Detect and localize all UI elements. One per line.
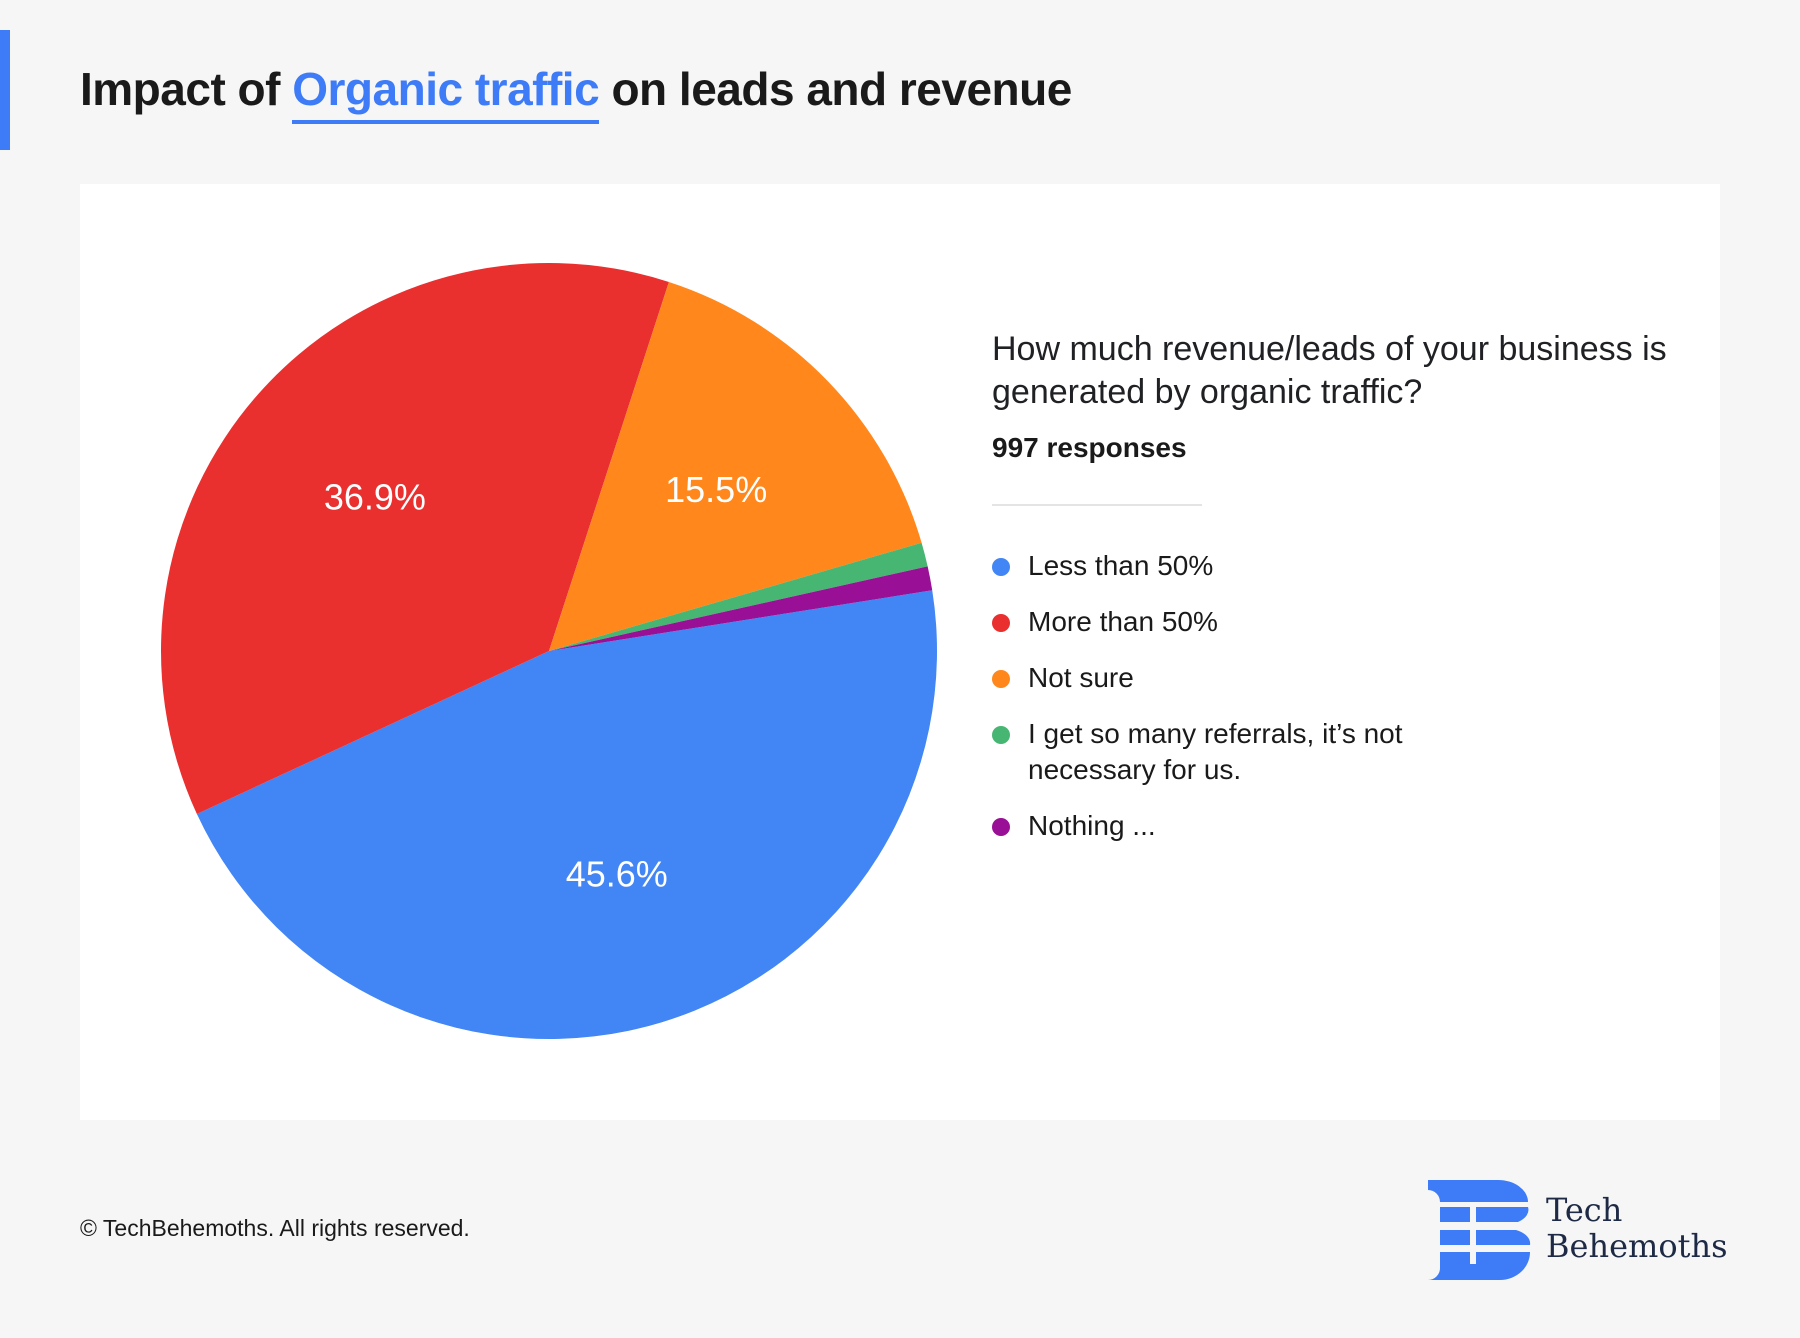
logo-line1: Tech	[1546, 1191, 1623, 1229]
legend-label: More than 50%	[1028, 606, 1218, 637]
chart-question: How much revenue/leads of your business …	[992, 330, 1667, 411]
title-highlight: Organic traffic	[292, 62, 600, 124]
pie-slice	[196, 590, 937, 1039]
legend-item: Less than 50%	[992, 548, 1512, 584]
legend-label: Less than 50%	[1028, 550, 1214, 581]
chart-card: 45.6% 36.9% 15.5% How much revenue/leads o…	[80, 184, 1720, 1120]
pie-slice	[549, 281, 922, 651]
techbehemoths-logo-icon	[1428, 1180, 1531, 1280]
legend-label: I get so many referrals, it’s not necess…	[1028, 718, 1403, 785]
legend-dot-icon	[992, 726, 1010, 744]
title-prefix: Impact of	[80, 63, 293, 115]
slice-data-label: 15.5%	[665, 469, 767, 510]
legend: Less than 50% More than 50% Not sure I get …	[992, 548, 1512, 864]
response-count: 997 responses	[992, 432, 1187, 463]
page-title: Impact of Organic traffic on leads and r…	[80, 62, 1072, 124]
legend-label: Not sure	[1028, 662, 1134, 693]
pie-slice	[549, 542, 928, 651]
pie-chart: 45.6% 36.9% 15.5%	[161, 263, 937, 1039]
legend-dot-icon	[992, 614, 1010, 632]
pie-slice	[161, 263, 669, 814]
logo-text: Tech Behemoths	[1546, 1192, 1728, 1264]
legend-dot-icon	[992, 818, 1010, 836]
slice-data-label: 36.9%	[324, 476, 426, 517]
legend-label: Nothing ...	[1028, 810, 1156, 841]
legend-item: Nothing ...	[992, 808, 1512, 844]
pie-slice	[549, 566, 933, 651]
slice-data-label: 45.6%	[566, 854, 668, 895]
legend-item: Not sure	[992, 660, 1512, 696]
legend-item: I get so many referrals, it’s not necess…	[992, 716, 1488, 788]
legend-item: More than 50%	[992, 604, 1512, 640]
legend-dot-icon	[992, 558, 1010, 576]
logo-line2: Behemoths	[1546, 1227, 1728, 1265]
copyright: © TechBehemoths. All rights reserved.	[80, 1215, 470, 1241]
divider	[992, 504, 1202, 506]
legend-dot-icon	[992, 670, 1010, 688]
accent-bar	[0, 30, 10, 150]
title-suffix: on leads and revenue	[599, 63, 1072, 115]
